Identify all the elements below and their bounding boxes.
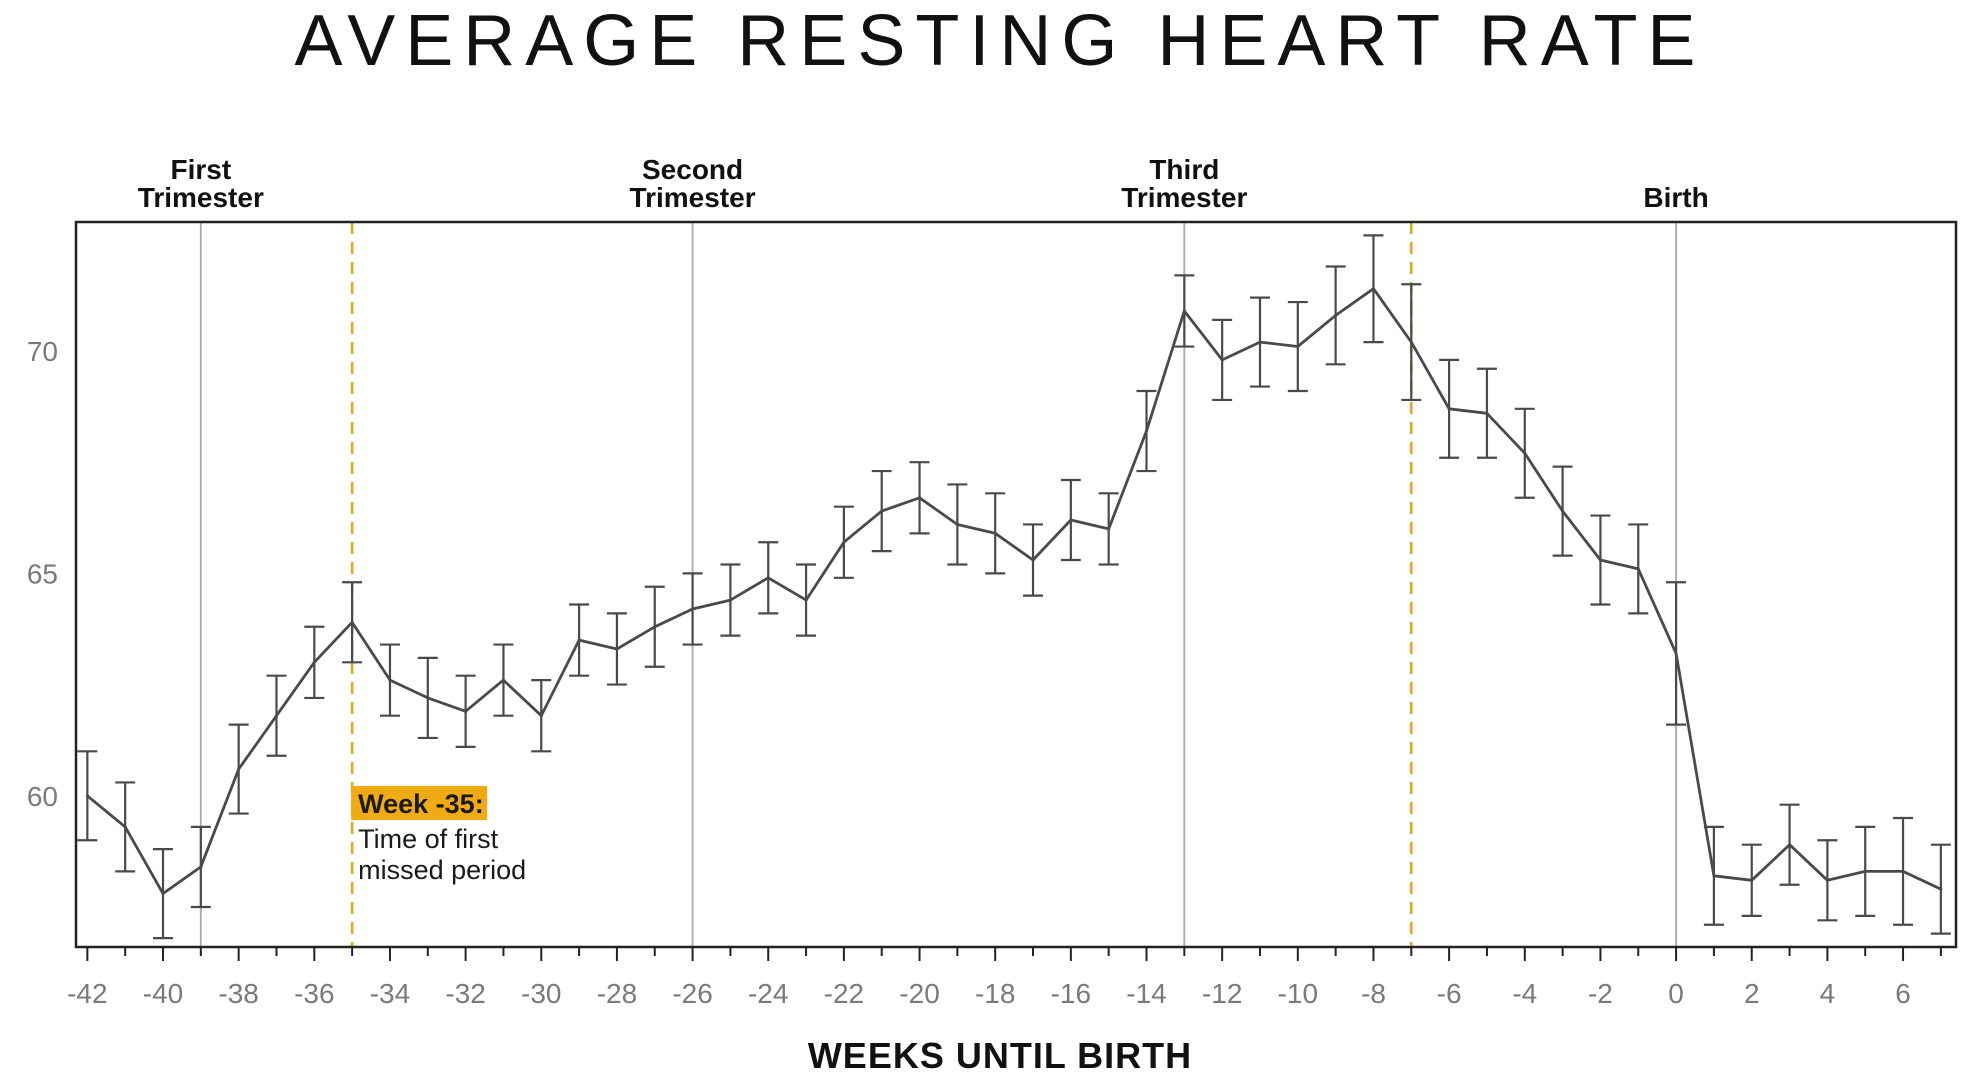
x-tick-label: -16 [1051,978,1091,1009]
plot-frame [74,220,1958,949]
plot-series [77,234,1951,940]
x-tick-label: -32 [445,978,485,1009]
x-tick-label: -30 [521,978,561,1009]
data-point [842,540,846,544]
annotation-text: missed period [358,855,526,885]
x-tick-label: 6 [1895,978,1911,1009]
data-point [1182,309,1186,313]
x-tick-label: -18 [975,978,1015,1009]
y-tick-label: 65 [27,558,58,589]
data-point [1447,407,1451,411]
x-tick-label: -10 [1278,978,1318,1009]
period-label: Third [1149,154,1219,185]
period-label: Birth [1643,182,1708,213]
y-tick-label: 60 [27,781,58,812]
data-point [1409,340,1413,344]
period-label: Trimester [1121,182,1247,213]
x-tick-label: -4 [1512,978,1537,1009]
data-point [1031,558,1035,562]
data-point [426,696,430,700]
annotation-title: Week -35: [358,789,484,819]
x-tick-label: -24 [748,978,788,1009]
x-tick-label: 2 [1744,978,1760,1009]
data-point [918,496,922,500]
data-point [1296,345,1300,349]
data-point [199,865,203,869]
data-point [1371,287,1375,291]
x-tick-label: -42 [67,978,107,1009]
data-point [1485,411,1489,415]
data-point [993,531,997,535]
data-point [1561,509,1565,513]
data-point [1636,567,1640,571]
data-point [161,892,165,896]
data-point [1939,887,1943,891]
series-line [86,287,1942,895]
data-point [388,678,392,682]
data-point [123,825,127,829]
period-label: Second [642,154,743,185]
data-point [1145,429,1149,433]
x-tick-label: -36 [294,978,334,1009]
x-tick-label: 0 [1668,978,1684,1009]
data-point [1863,869,1867,873]
data-point [880,509,884,513]
x-tick-label: -12 [1202,978,1242,1009]
x-tick-label: -40 [143,978,183,1009]
x-tick-label: -6 [1437,978,1462,1009]
x-tick-label: -28 [597,978,637,1009]
data-point [464,709,468,713]
annotation-highlight [351,786,488,820]
data-point [1523,451,1527,455]
x-axis-label: WEEKS UNTIL BIRTH [808,1035,1192,1076]
annotation-text: Time of first [358,824,499,854]
data-point [1258,340,1262,344]
x-tick-label: -2 [1588,978,1613,1009]
x-tick-label: -34 [370,978,410,1009]
x-tick-label: -8 [1361,978,1386,1009]
data-point [85,794,89,798]
data-point [1674,651,1678,655]
data-point [766,576,770,580]
y-tick-label: 70 [27,336,58,367]
axes: -42 -40 -38 -36 -34 -32 -30 -28 -26 -24 -22 -20 -18-… [27,336,1942,1009]
data-point [237,767,241,771]
chart-title: AVERAGE RESTING HEART RATE [295,1,1706,81]
period-label: Trimester [630,182,756,213]
data-point [615,647,619,651]
data-point [1220,358,1224,362]
x-tick-label: -26 [672,978,712,1009]
data-point [955,522,959,526]
data-point [1825,878,1829,882]
data-point [1334,313,1338,317]
data-point [1598,558,1602,562]
data-point [804,598,808,602]
data-point [501,678,505,682]
x-tick-label: -22 [824,978,864,1009]
x-tick-label: -14 [1126,978,1166,1009]
x-tick-label: 4 [1820,978,1836,1009]
data-point [350,620,354,624]
data-point [577,638,581,642]
data-point [1107,527,1111,531]
x-tick-label: -38 [218,978,258,1009]
data-point [691,607,695,611]
period-label: First [170,154,231,185]
data-point [1069,518,1073,522]
data-point [728,598,732,602]
data-point [1788,843,1792,847]
data-point [1712,874,1716,878]
period-label: Trimester [138,182,264,213]
x-tick-label: -20 [899,978,939,1009]
data-point [312,660,316,664]
data-point [1750,878,1754,882]
data-point [1901,869,1905,873]
data-point [653,625,657,629]
data-point [274,714,278,718]
data-point [539,714,543,718]
